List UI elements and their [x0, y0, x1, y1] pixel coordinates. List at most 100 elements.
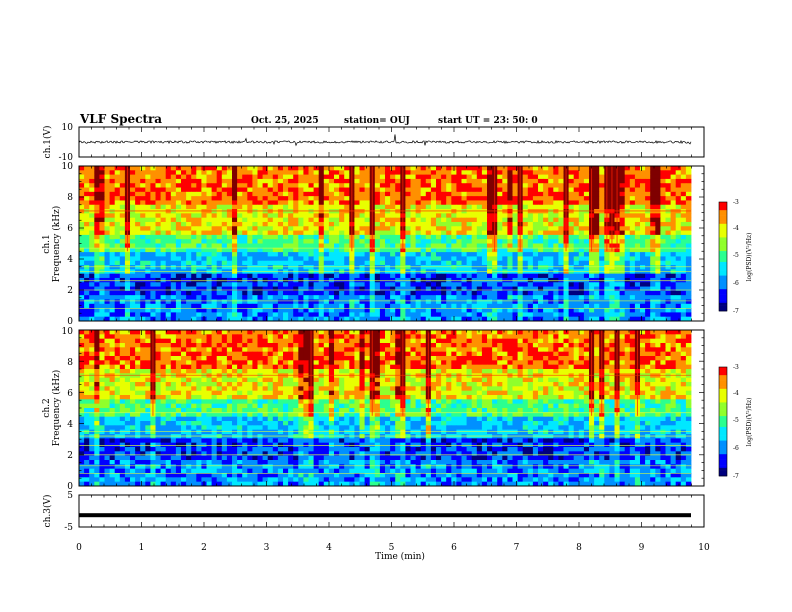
ch1-spectrogram-cell	[502, 183, 508, 188]
ch1-spectrogram-cell	[655, 295, 661, 300]
ch1-spectrogram-cell	[226, 277, 233, 283]
ch1-spectrogram-cell	[364, 200, 371, 206]
ch1-spectrogram-cell	[476, 187, 483, 193]
ch1-spectrogram-cell	[548, 273, 554, 279]
ch1-spectrogram-cell	[645, 166, 651, 171]
ch1-spectrogram-cell	[247, 191, 253, 197]
ch1-spectrogram-cell	[420, 196, 427, 201]
ch2-spectrogram-cell	[558, 338, 564, 344]
ch1-spectrogram-cell	[436, 174, 442, 180]
ch1-spectrogram-cell	[481, 295, 488, 300]
ch1-spectrogram-cell	[293, 316, 299, 322]
ch1-spectrogram-cell	[502, 174, 508, 180]
ch1-spectrogram-cell	[385, 286, 391, 292]
ch1-spectrogram-cell	[425, 239, 432, 244]
ch1-spectrogram-cell	[226, 312, 233, 318]
ch1-spectrogram-cell	[94, 277, 100, 283]
ch1-spectrogram-cell	[257, 204, 263, 210]
ch1-spectrogram-cell	[675, 247, 682, 253]
ch1-spectrogram-cell	[124, 316, 131, 322]
ch1-spectrogram-cell	[160, 265, 167, 270]
ch2-spectrogram-cell	[527, 334, 534, 340]
ch1-spectrogram-cell	[680, 221, 687, 227]
ch1-spectrogram-cell	[114, 226, 121, 231]
ch1-spectrogram-cell	[553, 303, 559, 309]
ch1-spectrogram-cell	[298, 260, 304, 266]
ch1-spectrogram-cell	[650, 191, 656, 197]
ch1-spectrogram-cell	[140, 256, 146, 262]
ch2-spectrogram-cell	[441, 334, 447, 340]
ch1-spectrogram-cell	[247, 316, 253, 322]
ch1-spectrogram-cell	[175, 209, 182, 214]
ch1-spectrogram-cell	[135, 312, 141, 318]
ch1-spectrogram-cell	[99, 303, 105, 309]
ch1-spectrogram-cell	[359, 243, 365, 249]
ch1-spectrogram-cell	[395, 217, 401, 223]
ch1-spectrogram-cell	[487, 308, 493, 313]
ch2-spectrogram-cell	[354, 330, 360, 335]
ch1-spectrogram-cell	[685, 166, 692, 171]
ch1-spectrogram-cell	[405, 234, 411, 240]
ch2-spectrogram-cell	[568, 334, 575, 340]
ch1-spectrogram-cell	[675, 273, 682, 279]
ch1-spectrogram-cell	[670, 239, 677, 244]
ch1-spectrogram-cell	[461, 312, 467, 318]
ch1-spectrogram-cell	[538, 178, 544, 184]
ch1-spectrogram-cell	[476, 277, 483, 283]
ch1-spectrogram-cell	[124, 312, 131, 318]
ch1-spectrogram-cell	[364, 282, 371, 287]
ch1-spectrogram-cell	[385, 303, 391, 309]
ch1-spectrogram-cell	[527, 209, 534, 214]
ch2-spectrogram-cell	[502, 330, 508, 335]
ch1-spectrogram-cell	[206, 273, 212, 279]
ch1-spectrogram-cell	[252, 200, 258, 206]
ch1-spectrogram-cell	[334, 277, 340, 283]
ch1-spectrogram-cell	[318, 170, 325, 176]
ch1-spectrogram-cell	[145, 265, 151, 270]
ch1-spectrogram-cell	[242, 226, 248, 231]
ch1-spectrogram-cell	[364, 204, 371, 210]
ch1-spectrogram-cell	[390, 217, 396, 223]
ch1-spectrogram-cell	[583, 230, 590, 236]
ch1-spectrogram-cell	[640, 295, 646, 300]
ch2-spectrogram-cell	[492, 347, 498, 353]
ch1-spectrogram-cell	[226, 252, 233, 257]
ch1-spectrogram-cell	[155, 290, 161, 296]
ch2-spectrogram-cell	[359, 338, 365, 344]
ch1-spectrogram-cell	[538, 312, 544, 318]
ch1-colorbar-band	[719, 264, 727, 268]
ch1-spectrogram-cell	[339, 252, 345, 257]
ch1-spectrogram-cell	[670, 290, 677, 296]
ch1-spectrogram-cell	[155, 200, 161, 206]
ch1-spectrogram-cell	[568, 209, 575, 214]
ch1-spectrogram-cell	[344, 260, 350, 266]
ch1-spectrogram-cell	[655, 308, 661, 313]
ch2-spectrogram-cell	[186, 330, 192, 335]
ch1-spectrogram-cell	[181, 178, 187, 184]
ch1-spectrogram-cell	[89, 247, 95, 253]
ch1-spectrogram-cell	[583, 308, 590, 313]
ch1-spectrogram-cell	[181, 260, 187, 266]
ch1-spectrogram-cell	[390, 200, 396, 206]
ch1-spectrogram-cell	[318, 265, 325, 270]
ch1-spectrogram-cell	[451, 273, 457, 279]
ch1-spectrogram-cell	[507, 174, 513, 180]
ch1-spectrogram-cell	[191, 295, 197, 300]
ch1-spectrogram-cell	[344, 187, 350, 193]
ch2-spectrogram-cell	[573, 343, 580, 348]
ch1-spectrogram-cell	[517, 252, 524, 257]
ch1-spectrogram-cell	[410, 200, 416, 206]
ch1-spectrogram-cell	[476, 221, 483, 227]
ch1-spectrogram-cell	[114, 191, 121, 197]
ch1-spectrogram-cell	[124, 303, 131, 309]
ch1-spectrogram-cell	[456, 166, 462, 171]
ch2-spectrogram-cell	[538, 334, 544, 340]
ch1-spectrogram-cell	[232, 213, 238, 219]
ch1-spectrogram-cell	[430, 282, 437, 287]
ch1-spectrogram-cell	[206, 290, 212, 296]
ch1-spectrogram-cell	[471, 295, 478, 300]
ch1-spectrogram-cell	[196, 308, 202, 313]
ch1-spectrogram-cell	[425, 247, 432, 253]
ch1-spectrogram-cell	[308, 260, 314, 266]
ch1-spectrogram-cell	[568, 226, 575, 231]
